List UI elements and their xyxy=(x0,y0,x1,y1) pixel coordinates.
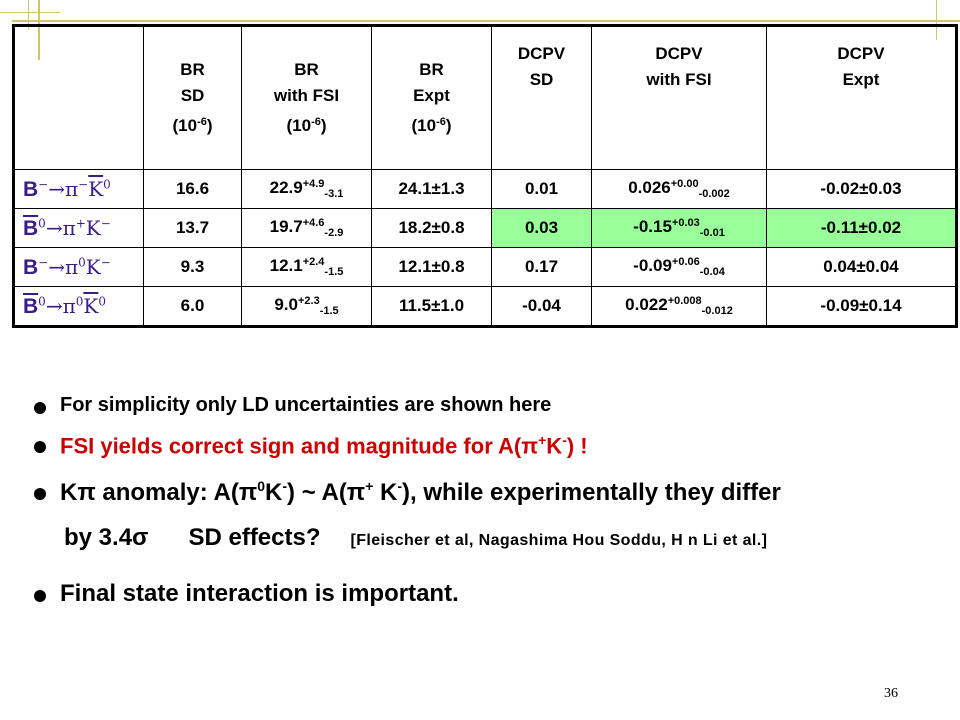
dcpv-sd-cell: -0.04 xyxy=(491,286,592,327)
table-row: B−→π0K− 9.3 12.1+2.4-1.5 12.1±0.8 0.17 -… xyxy=(13,247,957,287)
dcpv-sd-cell-highlighted: 0.03 xyxy=(491,208,592,248)
process-cell: B−→π0K− xyxy=(13,247,144,287)
table-header-row: BR SD (10-6) BR with FSI (10-6) BR Expt … xyxy=(13,25,957,170)
dcpv-expt-cell: 0.04±0.04 xyxy=(766,247,957,287)
br-sd-cell: 13.7 xyxy=(143,208,242,248)
br-expt-cell: 24.1±1.3 xyxy=(371,169,492,209)
results-table: BR SD (10-6) BR with FSI (10-6) BR Expt … xyxy=(12,24,958,328)
table-row: B0→π+K− 13.7 19.7+4.6-2.9 18.2±0.8 0.03 … xyxy=(13,208,957,248)
br-fsi-cell: 9.0+2.3-1.5 xyxy=(241,286,372,327)
br-fsi-cell: 19.7+4.6-2.9 xyxy=(241,208,372,248)
bullet-dot-icon xyxy=(34,441,46,453)
dcpv-fsi-cell: -0.09+0.06-0.04 xyxy=(591,247,767,287)
header-br-expt: BR Expt (10-6) xyxy=(371,25,492,170)
bullet-dot-icon xyxy=(34,402,46,414)
br-expt-cell: 12.1±0.8 xyxy=(371,247,492,287)
header-br-sd: BR SD (10-6) xyxy=(143,25,242,170)
decorative-line-right xyxy=(936,0,937,40)
decorative-line-horizontal xyxy=(12,20,960,22)
table-row: B0→π0K0 6.0 9.0+2.3-1.5 11.5±1.0 -0.04 0… xyxy=(13,286,957,327)
header-dcpv-sd: DCPV SD xyxy=(491,25,592,170)
decorative-line-horizontal-short xyxy=(0,12,60,13)
references-text: [Fleischer et al, Nagashima Hou Soddu, H… xyxy=(350,532,768,549)
bullet-ld-uncertainties: For simplicity only LD uncertainties are… xyxy=(34,392,954,426)
br-fsi-cell: 12.1+2.4-1.5 xyxy=(241,247,372,287)
header-br-fsi: BR with FSI (10-6) xyxy=(241,25,372,170)
bullet-dot-icon xyxy=(34,488,46,500)
br-sd-cell: 16.6 xyxy=(143,169,242,209)
dcpv-expt-cell: -0.09±0.14 xyxy=(766,286,957,327)
process-cell: B0→π+K− xyxy=(13,208,144,248)
page-number: 36 xyxy=(884,686,898,701)
bullet-continuation-sd-effects: by 3.4σ SD effects? [Fleischer et al, Naga… xyxy=(64,524,768,551)
dcpv-expt-cell: -0.02±0.03 xyxy=(766,169,957,209)
br-fsi-cell: 22.9+4.9-3.1 xyxy=(241,169,372,209)
table-row: B−→π−K0 16.6 22.9+4.9-3.1 24.1±1.3 0.01 … xyxy=(13,169,957,209)
bullet-fsi-important: Final state interaction is important. xyxy=(34,570,954,620)
br-sd-cell: 6.0 xyxy=(143,286,242,327)
dcpv-expt-cell-highlighted: -0.11±0.02 xyxy=(766,208,957,248)
br-expt-cell: 18.2±0.8 xyxy=(371,208,492,248)
dcpv-fsi-cell: 0.026+0.00-0.002 xyxy=(591,169,767,209)
dcpv-sd-cell: 0.01 xyxy=(491,169,592,209)
process-cell: B−→π−K0 xyxy=(13,169,144,209)
bullet-kpi-anomaly: Kπ anomaly: A(π0K-) ~ A(π+ K-), while ex… xyxy=(34,470,954,520)
bullet-list: For simplicity only LD uncertainties are… xyxy=(34,392,954,620)
decorative-line-vertical-short xyxy=(28,0,29,30)
process-cell: B0→π0K0 xyxy=(13,286,144,327)
br-expt-cell: 11.5±1.0 xyxy=(371,286,492,327)
bullet-fsi-sign: FSI yields correct sign and magnitude fo… xyxy=(34,426,954,470)
header-dcpv-fsi: DCPV with FSI xyxy=(591,25,767,170)
dcpv-fsi-cell: 0.022+0.008-0.012 xyxy=(591,286,767,327)
br-sd-cell: 9.3 xyxy=(143,247,242,287)
header-dcpv-expt: DCPV Expt xyxy=(766,25,957,170)
bullet-dot-icon xyxy=(34,590,46,602)
dcpv-fsi-cell-highlighted: -0.15+0.03-0.01 xyxy=(591,208,767,248)
header-empty-cell xyxy=(13,25,144,170)
dcpv-sd-cell: 0.17 xyxy=(491,247,592,287)
